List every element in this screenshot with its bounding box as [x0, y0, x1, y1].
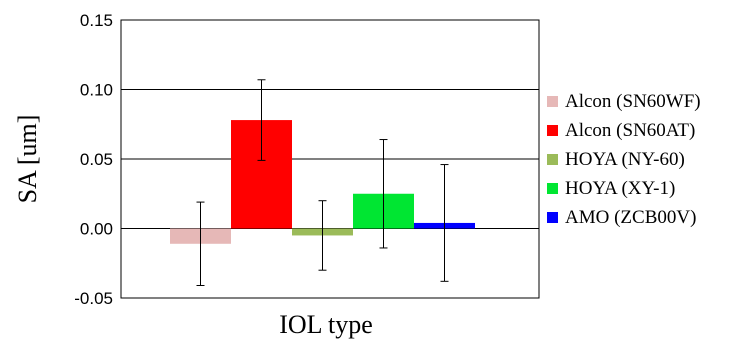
- y-tick-labels: -0.05 0.00 0.05 0.10 0.15: [74, 11, 113, 308]
- legend-label: HOYA (NY-60): [565, 149, 685, 170]
- plot-frame: [120, 19, 540, 299]
- x-axis-title: IOL type: [279, 310, 373, 339]
- legend: Alcon (SN60WF) Alcon (SN60AT) HOYA (NY-60)…: [547, 91, 701, 228]
- y-tick-label: -0.05: [74, 289, 113, 308]
- legend-swatch: [547, 125, 558, 136]
- legend-label: Alcon (SN60AT): [565, 120, 695, 141]
- y-tick-label: 0.00: [80, 220, 113, 239]
- error-bars: [196, 79, 449, 286]
- legend-label: AMO (ZCB00V): [565, 207, 696, 228]
- y-tick-label: 0.10: [80, 81, 113, 100]
- legend-swatch: [547, 212, 558, 223]
- legend-label: HOYA (XY-1): [565, 178, 675, 199]
- y-tick-label: 0.15: [80, 11, 113, 30]
- gridlines: [121, 89, 539, 229]
- legend-swatch: [547, 154, 558, 165]
- legend-label: Alcon (SN60WF): [565, 91, 701, 112]
- legend-swatch: [547, 96, 558, 107]
- y-axis-title: SA [um]: [13, 115, 42, 204]
- legend-swatch: [547, 183, 558, 194]
- y-tick-label: 0.05: [80, 150, 113, 169]
